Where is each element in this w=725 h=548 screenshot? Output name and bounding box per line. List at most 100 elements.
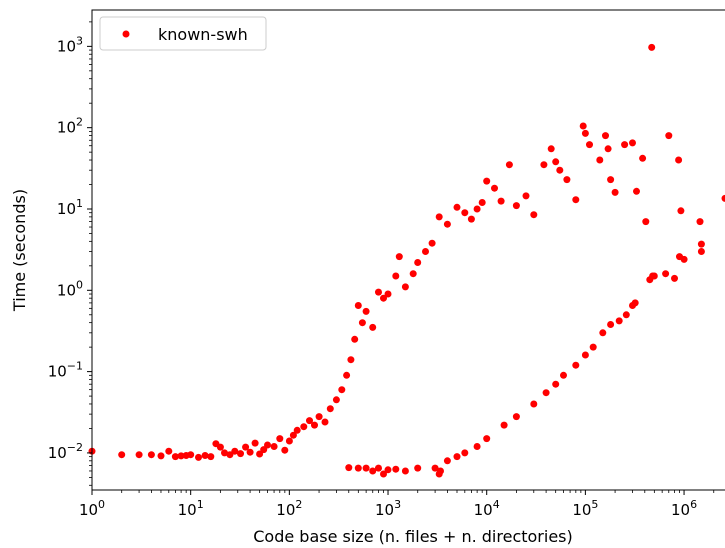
data-point [401, 467, 409, 475]
data-point [332, 396, 340, 404]
data-point [648, 43, 656, 51]
data-point [696, 218, 704, 226]
data-point [697, 240, 705, 248]
x-tick-label: 102 [276, 498, 302, 519]
x-tick-label: 103 [375, 498, 401, 519]
data-point [453, 453, 461, 461]
data-point [542, 389, 550, 397]
data-point [675, 156, 683, 164]
data-point [649, 272, 657, 280]
data-point [497, 197, 505, 205]
data-point [435, 213, 443, 221]
data-point [467, 215, 475, 223]
data-point [135, 451, 143, 459]
data-point [315, 413, 323, 421]
data-point [281, 446, 289, 454]
data-point [195, 453, 202, 461]
data-point [409, 270, 417, 278]
data-point [270, 443, 278, 450]
data-point [392, 272, 400, 280]
data-point [530, 400, 538, 408]
data-point [289, 431, 297, 439]
data-point [165, 447, 173, 455]
data-point [530, 211, 538, 219]
data-point [260, 446, 268, 454]
data-point [473, 443, 481, 450]
x-tick-label: 104 [474, 498, 500, 519]
data-point [563, 176, 571, 184]
data-point [118, 451, 126, 459]
data-point [311, 421, 318, 429]
data-point [231, 447, 239, 455]
y-tick-label: 10−2 [48, 441, 83, 462]
y-axis-ticks: 10−2 10−1 100 101 102 103 [48, 21, 92, 486]
data-point [579, 122, 587, 130]
data-point [453, 203, 461, 211]
data-point [572, 361, 580, 369]
data-point [586, 141, 593, 149]
data-point [629, 139, 636, 147]
data-point [380, 294, 387, 302]
data-point [384, 290, 392, 298]
data-point [375, 288, 382, 296]
data-point [505, 161, 513, 169]
data-point [665, 132, 673, 140]
data-point [256, 450, 264, 458]
data-point [599, 329, 607, 337]
data-point [491, 184, 498, 192]
data-point [285, 437, 293, 445]
data-point [343, 371, 351, 379]
data-point [473, 205, 481, 213]
data-point [572, 196, 580, 204]
data-point [461, 449, 469, 457]
data-point [633, 187, 640, 195]
data-point [147, 451, 155, 459]
data-point [177, 452, 185, 460]
data-point [622, 311, 630, 319]
y-tick-label: 103 [57, 34, 83, 55]
data-point [362, 307, 370, 315]
data-point [500, 421, 508, 429]
data-point [354, 302, 362, 309]
y-tick-label: 10−1 [48, 360, 83, 381]
data-point [589, 343, 597, 351]
data-point [216, 443, 224, 451]
data-point [157, 452, 165, 460]
data-point [380, 470, 387, 478]
plot-frame [91, 9, 725, 491]
data-point [300, 423, 308, 431]
data-point [401, 283, 409, 291]
data-point [512, 413, 520, 421]
data-points [88, 43, 725, 478]
data-point [237, 450, 244, 458]
data-point [721, 194, 725, 202]
data-point [293, 426, 301, 434]
data-point [207, 453, 215, 461]
data-point [607, 321, 615, 328]
data-point [596, 156, 604, 164]
data-point [437, 467, 444, 475]
data-point [369, 323, 377, 331]
data-point [326, 405, 334, 413]
data-point [354, 464, 362, 472]
data-point [552, 380, 560, 388]
data-point [414, 259, 422, 266]
data-point [395, 253, 403, 261]
data-point [351, 335, 359, 343]
data-point [642, 218, 650, 226]
data-point [461, 209, 469, 217]
data-point [604, 145, 612, 153]
data-point [422, 248, 429, 255]
data-point [443, 220, 451, 228]
y-tick-label: 101 [57, 197, 83, 218]
data-point [483, 435, 491, 443]
data-point [443, 457, 451, 465]
x-tick-label: 101 [178, 498, 204, 519]
data-point [246, 448, 254, 456]
data-point [306, 417, 313, 425]
legend-box [99, 16, 267, 51]
y-tick-label: 100 [57, 278, 83, 299]
data-point [369, 467, 377, 475]
data-point [547, 145, 555, 153]
